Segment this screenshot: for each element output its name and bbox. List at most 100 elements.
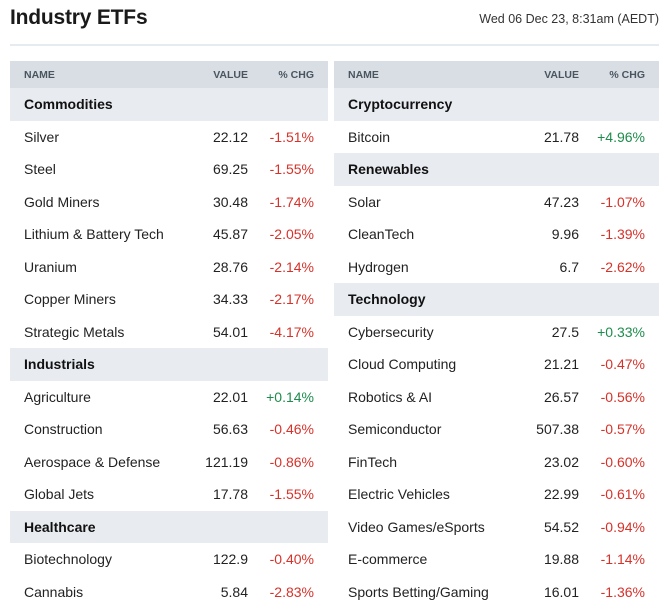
etf-value: 9.96 xyxy=(551,226,579,242)
etf-row[interactable]: Steel 69.25 -1.55% xyxy=(10,153,328,186)
timestamp: Wed 06 Dec 23, 8:31am (AEDT) xyxy=(479,12,659,26)
etf-change: -0.94% xyxy=(600,518,645,535)
etf-name[interactable]: Biotechnology xyxy=(24,551,112,567)
etf-name[interactable]: Sports Betting/Gaming xyxy=(348,583,489,600)
etf-change: -1.55% xyxy=(269,486,314,502)
etf-name[interactable]: Video Games/eSports xyxy=(348,518,485,535)
etf-row[interactable]: Gold Miners 30.48 -1.74% xyxy=(10,186,328,219)
etf-change: -0.86% xyxy=(269,453,314,470)
etf-change: +0.33% xyxy=(597,323,645,340)
etf-value: 6.7 xyxy=(559,258,579,275)
etf-change: -2.62% xyxy=(600,258,645,275)
etf-value: 69.25 xyxy=(212,161,248,177)
table-body: Cryptocurrency Bitcoin 21.78 +4.96% Renewabl… xyxy=(334,88,659,608)
etf-value: 54.52 xyxy=(543,518,579,535)
etf-name[interactable]: Global Jets xyxy=(24,486,95,502)
etf-row[interactable]: Cybersecurity 27.5 +0.33% xyxy=(334,316,659,349)
etf-name[interactable]: Cloud Computing xyxy=(348,356,457,372)
section-title: Healthcare xyxy=(24,518,96,535)
etf-value: 45.87 xyxy=(212,226,248,242)
section-title: Renewables xyxy=(348,161,429,177)
etf-row[interactable]: Semiconductor 507.38 -0.57% xyxy=(334,413,659,446)
etf-row[interactable]: Silver 22.12 -1.51% xyxy=(10,121,328,154)
etf-name[interactable]: Agriculture xyxy=(24,388,91,405)
etf-value: 19.88 xyxy=(543,551,579,567)
etf-change: -0.61% xyxy=(600,486,645,502)
etf-value: 27.5 xyxy=(551,323,579,340)
etf-row[interactable]: CleanTech 9.96 -1.39% xyxy=(334,218,659,251)
etf-change: +0.14% xyxy=(266,388,314,405)
section-header: Healthcare xyxy=(10,510,328,543)
etf-name[interactable]: Electric Vehicles xyxy=(348,486,450,502)
etf-change: -0.57% xyxy=(600,421,645,437)
etf-name[interactable]: Copper Miners xyxy=(24,291,116,307)
etf-value: 121.19 xyxy=(205,453,248,470)
etf-change: +4.96% xyxy=(597,128,645,145)
etf-name[interactable]: Hydrogen xyxy=(348,258,409,275)
etf-change: -2.14% xyxy=(269,258,314,275)
etf-change: -0.47% xyxy=(600,356,645,372)
etf-value: 22.12 xyxy=(212,128,248,145)
column-header-value[interactable]: VALUE xyxy=(213,69,248,81)
etf-change: -2.17% xyxy=(269,291,314,307)
section-title: Industrials xyxy=(24,356,95,372)
etf-row[interactable]: Hydrogen 6.7 -2.62% xyxy=(334,251,659,284)
etf-name[interactable]: Silver xyxy=(24,128,60,145)
etf-name[interactable]: Robotics & AI xyxy=(348,388,433,405)
etf-name[interactable]: CleanTech xyxy=(348,226,415,242)
etf-name[interactable]: Semiconductor xyxy=(348,421,442,437)
etf-row[interactable]: Robotics & AI 26.57 -0.56% xyxy=(334,381,659,414)
column-header-name[interactable]: NAME xyxy=(24,69,55,81)
etf-value: 34.33 xyxy=(212,291,248,307)
etf-row[interactable]: Construction 56.63 -0.46% xyxy=(10,413,328,446)
etf-name[interactable]: Aerospace & Defense xyxy=(24,453,161,470)
etf-row[interactable]: Video Games/eSports 54.52 -0.94% xyxy=(334,511,659,544)
etf-name[interactable]: Cannabis xyxy=(24,583,84,600)
etf-name[interactable]: Lithium & Battery Tech xyxy=(24,226,164,242)
etf-name[interactable]: Cybersecurity xyxy=(348,323,434,340)
column-header-chg[interactable]: % CHG xyxy=(609,69,645,81)
etf-row[interactable]: Cloud Computing 21.21 -0.47% xyxy=(334,348,659,381)
etf-row[interactable]: Electric Vehicles 22.99 -0.61% xyxy=(334,478,659,511)
etf-row[interactable]: Strategic Metals 54.01 -4.17% xyxy=(10,316,328,349)
etf-row[interactable]: Uranium 28.76 -2.14% xyxy=(10,251,328,284)
etf-row[interactable]: Solar 47.23 -1.07% xyxy=(334,186,659,219)
etf-row[interactable]: Cannabis 5.84 -2.83% xyxy=(10,576,328,609)
etf-row[interactable]: Lithium & Battery Tech 45.87 -2.05% xyxy=(10,218,328,251)
etf-row[interactable]: Biotechnology 122.9 -0.40% xyxy=(10,543,328,576)
etf-name[interactable]: FinTech xyxy=(348,453,398,470)
etf-name[interactable]: Solar xyxy=(348,193,381,210)
etf-row[interactable]: Global Jets 17.78 -1.55% xyxy=(10,478,328,511)
etf-value: 26.57 xyxy=(543,388,579,405)
etf-row[interactable]: Bitcoin 21.78 +4.96% xyxy=(334,121,659,154)
etf-value: 30.48 xyxy=(212,193,248,210)
etf-row[interactable]: Copper Miners 34.33 -2.17% xyxy=(10,283,328,316)
etf-change: -1.07% xyxy=(600,193,645,210)
etf-row[interactable]: Sports Betting/Gaming 16.01 -1.36% xyxy=(334,576,659,609)
table-header: NAME VALUE % CHG xyxy=(334,61,659,88)
section-header: Industrials xyxy=(10,348,328,381)
etf-change: -1.36% xyxy=(600,583,645,600)
column-header-value[interactable]: VALUE xyxy=(544,69,579,81)
etf-name[interactable]: Bitcoin xyxy=(348,128,391,145)
etf-name[interactable]: Strategic Metals xyxy=(24,323,125,340)
etf-name[interactable]: Gold Miners xyxy=(24,193,100,210)
etf-row[interactable]: FinTech 23.02 -0.60% xyxy=(334,446,659,479)
column-header-chg[interactable]: % CHG xyxy=(278,69,314,81)
etf-name[interactable]: E-commerce xyxy=(348,551,428,567)
section-header: Technology xyxy=(334,283,659,316)
etf-row[interactable]: E-commerce 19.88 -1.14% xyxy=(334,543,659,576)
etf-change: -1.39% xyxy=(600,226,645,242)
etf-value: 21.21 xyxy=(543,356,579,372)
page-title: Industry ETFs xyxy=(10,6,148,29)
etf-name[interactable]: Steel xyxy=(24,161,56,177)
column-header-name[interactable]: NAME xyxy=(348,69,379,81)
etf-value: 5.84 xyxy=(220,583,248,600)
etf-row[interactable]: Aerospace & Defense 121.19 -0.86% xyxy=(10,446,328,479)
right-etf-table: NAME VALUE % CHG Cryptocurrency Bitcoin 21… xyxy=(334,61,659,608)
etf-name[interactable]: Uranium xyxy=(24,258,77,275)
etf-name[interactable]: Construction xyxy=(24,421,103,437)
etf-change: -0.40% xyxy=(269,551,314,567)
etf-change: -2.05% xyxy=(269,226,314,242)
etf-row[interactable]: Agriculture 22.01 +0.14% xyxy=(10,381,328,414)
